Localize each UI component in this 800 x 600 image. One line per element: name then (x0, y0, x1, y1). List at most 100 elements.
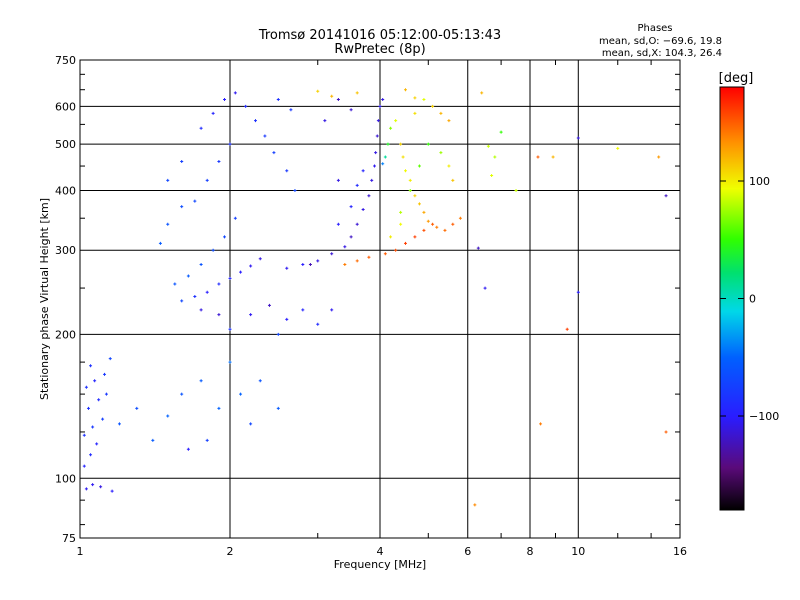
data-point (336, 222, 340, 226)
data-point (285, 169, 289, 173)
data-point (439, 111, 443, 115)
data-point (413, 111, 417, 115)
stats-line-o: mean, sd,O: −69.6, 19.8 (599, 36, 722, 47)
data-point (399, 222, 403, 226)
data-point (276, 406, 280, 410)
y-tick-label: 500 (55, 138, 76, 151)
data-point (403, 88, 407, 92)
data-point (272, 151, 276, 155)
data-point (374, 151, 378, 155)
data-point (373, 164, 377, 168)
data-point (166, 414, 170, 418)
data-point (490, 173, 494, 177)
data-point (403, 169, 407, 173)
y-tick-label: 600 (55, 100, 76, 113)
colorbar-tick-label: −100 (749, 410, 779, 423)
data-point (473, 503, 477, 507)
data-point (664, 194, 668, 198)
data-point (401, 155, 405, 159)
x-tick-label: 6 (464, 545, 471, 558)
data-point (499, 130, 503, 134)
data-point (343, 245, 347, 249)
data-point (180, 159, 184, 163)
data-point (84, 487, 88, 491)
y-tick-label: 400 (55, 184, 76, 197)
data-point (383, 252, 387, 256)
data-point (336, 178, 340, 182)
axis-ticks: 1 2 4 6 8 10 16 75 100 200 300 400 500 600 750 (55, 54, 687, 558)
data-point (355, 183, 359, 187)
data-point (151, 438, 155, 442)
data-point (486, 144, 490, 148)
colorbar-tick-label: 100 (749, 175, 770, 188)
data-point (381, 98, 385, 102)
data-point (539, 422, 543, 426)
data-point (89, 364, 93, 368)
data-point (193, 295, 197, 299)
stats-line-x: mean, sd,X: 104.3, 26.4 (602, 48, 722, 59)
data-point (451, 222, 455, 226)
data-point (565, 327, 569, 331)
data-point (536, 155, 540, 159)
data-point (233, 216, 237, 220)
data-point (375, 134, 379, 138)
data-point (408, 178, 412, 182)
data-point (657, 155, 661, 159)
y-tick-label: 300 (55, 244, 76, 257)
data-points (82, 88, 668, 507)
data-point (316, 322, 320, 326)
data-point (193, 199, 197, 203)
y-tick-label: 75 (62, 532, 76, 545)
data-point (330, 94, 334, 98)
data-point (349, 205, 353, 209)
data-point (476, 246, 480, 250)
x-tick-label: 4 (377, 545, 384, 558)
data-point (199, 379, 203, 383)
data-point (228, 360, 232, 364)
data-point (435, 225, 439, 229)
data-point (86, 406, 90, 410)
data-point (135, 406, 139, 410)
data-point (223, 235, 227, 239)
data-point (576, 136, 580, 140)
data-point (336, 98, 340, 102)
data-point (82, 464, 86, 468)
data-point (228, 327, 232, 331)
data-point (103, 372, 107, 376)
chart-subtitle: RwPretec (8p) (334, 42, 425, 57)
data-point (308, 263, 312, 267)
data-point (97, 398, 101, 402)
data-point (493, 155, 497, 159)
data-point (417, 202, 421, 206)
data-point (664, 430, 668, 434)
data-point (199, 308, 203, 312)
data-point (355, 259, 359, 263)
data-point (376, 119, 380, 123)
data-point (316, 89, 320, 93)
y-tick-label: 750 (55, 54, 76, 67)
data-point (361, 169, 365, 173)
data-point (211, 248, 215, 252)
data-point (91, 425, 95, 429)
data-point (82, 433, 86, 437)
y-axis-label: Stationary phase Virtual Height [km] (38, 198, 51, 400)
data-point (258, 379, 262, 383)
colorbar-ticks: 100 0 −100 (720, 175, 779, 423)
data-point (361, 208, 365, 212)
data-point (166, 222, 170, 226)
data-point (301, 263, 305, 267)
data-point (381, 162, 385, 166)
data-point (95, 442, 99, 446)
data-point (228, 142, 232, 146)
data-point (343, 263, 347, 267)
data-point (389, 126, 393, 130)
data-point (89, 453, 93, 457)
data-point (330, 308, 334, 312)
data-point (199, 126, 203, 130)
data-point (422, 98, 426, 102)
data-point (166, 178, 170, 182)
data-point (551, 155, 555, 159)
data-point (426, 142, 430, 146)
data-point (447, 119, 451, 123)
